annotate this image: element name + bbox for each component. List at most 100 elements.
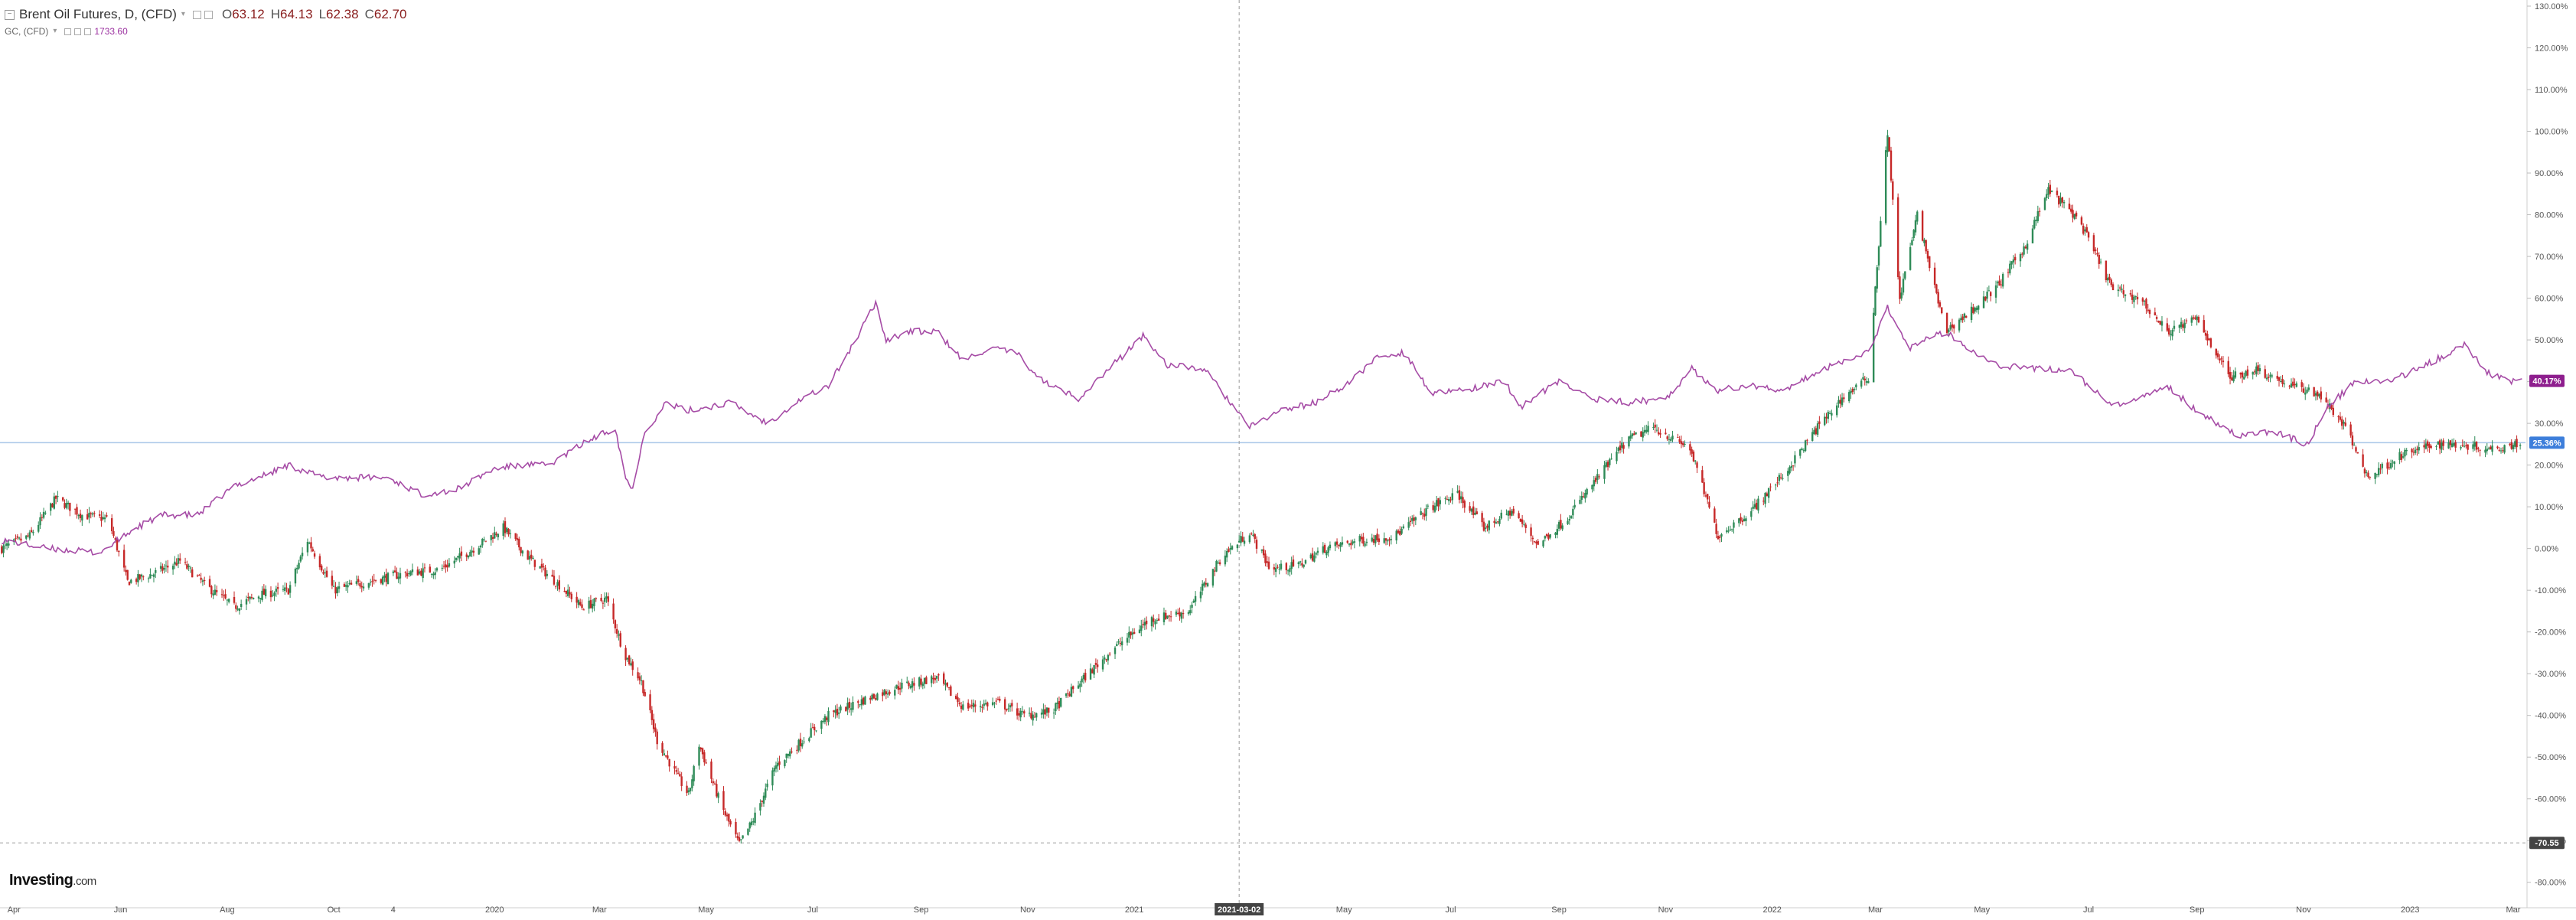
candle bbox=[667, 750, 669, 760]
candle bbox=[2519, 443, 2522, 450]
candle-body bbox=[1707, 494, 1709, 500]
candle bbox=[886, 689, 889, 698]
candle bbox=[1045, 707, 1048, 716]
hide-icon[interactable] bbox=[74, 28, 82, 35]
candle-body bbox=[1730, 529, 1733, 530]
candle bbox=[1157, 614, 1160, 621]
candle bbox=[252, 597, 255, 600]
chevron-down-icon[interactable]: ▾ bbox=[53, 27, 57, 35]
candle-body bbox=[677, 772, 680, 774]
candle-body bbox=[1338, 544, 1340, 546]
candle-body bbox=[1717, 535, 1720, 540]
candle bbox=[331, 570, 334, 589]
candle bbox=[214, 584, 217, 595]
candle bbox=[1855, 383, 1857, 391]
candle-body bbox=[1120, 641, 1123, 646]
candle bbox=[1421, 512, 1424, 520]
candle bbox=[2313, 387, 2315, 397]
candle-body bbox=[1531, 537, 1534, 540]
candle-body bbox=[1045, 707, 1048, 713]
candle-body bbox=[139, 574, 141, 579]
candle-body bbox=[947, 687, 951, 688]
candle bbox=[2269, 372, 2271, 383]
candle-body bbox=[722, 791, 725, 811]
candle bbox=[1493, 517, 1495, 528]
candle-body bbox=[467, 555, 470, 558]
candle bbox=[20, 533, 22, 544]
collapse-icon[interactable]: − bbox=[5, 9, 15, 20]
candle bbox=[691, 775, 693, 792]
candle-body bbox=[2096, 253, 2098, 255]
candle bbox=[1984, 296, 1987, 302]
candle bbox=[1573, 499, 1576, 510]
legend-compare-row[interactable]: GC, (CFD) ▾ 1733.60 bbox=[5, 24, 406, 38]
candle-body bbox=[765, 788, 767, 798]
candle bbox=[1058, 697, 1061, 711]
candle-body bbox=[1776, 482, 1779, 484]
candle bbox=[752, 817, 755, 826]
candle-body bbox=[159, 566, 162, 569]
time-axis[interactable]: Apr Jun Aug Oct 4 2020 Mar May Jul Sep Nov 2021 May J… bbox=[8, 905, 2521, 915]
candle bbox=[801, 739, 804, 749]
candle bbox=[619, 631, 621, 648]
candle-body bbox=[2131, 294, 2134, 300]
main-series-title[interactable]: Brent Oil Futures, D, (CFD) bbox=[19, 7, 177, 21]
candle bbox=[1277, 564, 1279, 569]
candle-body bbox=[2180, 321, 2183, 328]
candle bbox=[306, 538, 309, 556]
candle-body bbox=[1851, 388, 1854, 393]
candle-body bbox=[2453, 442, 2455, 446]
candle bbox=[556, 579, 559, 591]
candle bbox=[581, 599, 583, 610]
candle-body bbox=[1839, 400, 1841, 404]
candle-body bbox=[1011, 703, 1013, 706]
compare-series-title[interactable]: GC, (CFD) bbox=[5, 26, 49, 37]
legend-main-row[interactable]: − Brent Oil Futures, D, (CFD) ▾ O 63.12 H… bbox=[5, 6, 406, 23]
candle bbox=[64, 499, 66, 510]
candle-body bbox=[1523, 524, 1525, 525]
candle bbox=[565, 590, 568, 598]
candle bbox=[191, 566, 194, 578]
settings-icon[interactable] bbox=[64, 28, 72, 35]
candle bbox=[1545, 533, 1548, 538]
candle-body bbox=[1828, 413, 1831, 414]
candle-body bbox=[128, 582, 131, 586]
hide-icon[interactable] bbox=[204, 10, 213, 19]
candle-body bbox=[1131, 632, 1134, 635]
candle-body bbox=[1055, 703, 1057, 712]
candle bbox=[1199, 586, 1202, 602]
candle-body bbox=[2414, 449, 2417, 453]
remove-icon[interactable] bbox=[84, 28, 92, 35]
chevron-down-icon[interactable]: ▾ bbox=[181, 10, 185, 18]
candle bbox=[2062, 200, 2066, 209]
candle bbox=[1921, 209, 1924, 242]
candle-body bbox=[1877, 246, 1880, 266]
candle-body bbox=[2118, 287, 2121, 289]
candle bbox=[848, 698, 851, 713]
candle-body bbox=[1987, 290, 1991, 292]
candle bbox=[177, 554, 180, 569]
candle bbox=[1400, 526, 1403, 536]
price-axis[interactable]: 130.00%120.00%110.00%100.00%90.00%80.00%… bbox=[2527, 2, 2568, 888]
candle bbox=[408, 570, 410, 577]
candle-body bbox=[1537, 540, 1539, 545]
y-tick-label: 120.00% bbox=[2535, 44, 2568, 54]
candle-body bbox=[2124, 294, 2127, 296]
candle-body bbox=[589, 600, 592, 608]
candle-body bbox=[2160, 321, 2164, 326]
candle bbox=[359, 580, 361, 589]
candle-body bbox=[1753, 504, 1756, 508]
candle-body bbox=[1286, 570, 1290, 572]
candle bbox=[558, 575, 560, 592]
candle bbox=[986, 701, 989, 711]
candle bbox=[507, 527, 510, 537]
candle-body bbox=[913, 683, 915, 686]
candle bbox=[1977, 305, 1980, 315]
candle-body bbox=[2441, 442, 2443, 450]
candle bbox=[1338, 544, 1340, 550]
settings-icon[interactable] bbox=[192, 10, 201, 19]
candle bbox=[2392, 459, 2394, 468]
candle-body bbox=[1267, 561, 1270, 569]
